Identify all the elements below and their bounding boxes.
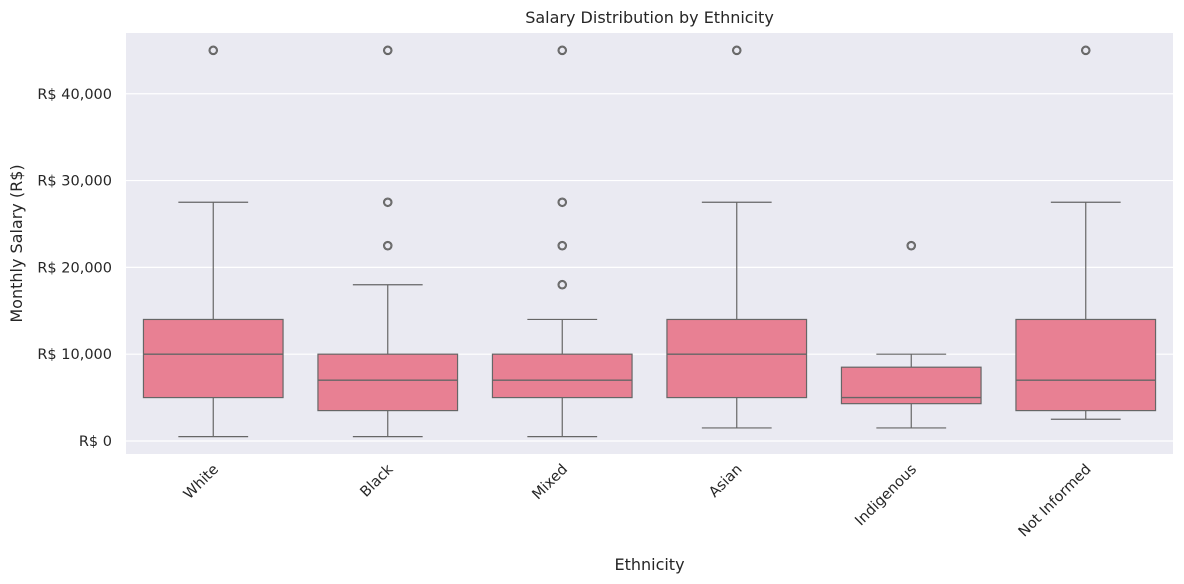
outlier-point (558, 46, 566, 55)
outlier-point (907, 241, 915, 250)
outlier-point (384, 46, 392, 55)
outlier-point (382, 197, 393, 208)
y-tick-label: R$ 0 (79, 434, 112, 450)
boxes (142, 45, 1157, 438)
y-tick-label: R$ 30,000 (37, 174, 112, 190)
iqr-box (491, 353, 633, 399)
outlier-point (382, 45, 393, 56)
box-not-informed (1015, 45, 1157, 420)
x-tick-label: Asian (706, 462, 745, 501)
iqr-box (1015, 318, 1157, 412)
outlier-point (558, 281, 566, 289)
outlier-point (558, 241, 566, 250)
x-tick-label: White (181, 461, 222, 502)
y-tick-label: R$ 40,000 (37, 87, 112, 103)
plot-background (126, 33, 1173, 454)
box-asian (666, 45, 808, 429)
chart-title: Salary Distribution by Ethnicity (525, 8, 774, 27)
y-axis-ticks: R$ 0 R$ 10,000 R$ 20,000 R$ 30,000 R$ 40,000 (37, 87, 112, 450)
outlier-point (558, 198, 566, 206)
iqr-box (142, 318, 284, 399)
iqr-box (666, 318, 808, 399)
outlier-point (382, 240, 393, 251)
box-white (142, 45, 284, 438)
x-tick-label: Not Informed (1016, 462, 1095, 541)
box-mixed (491, 45, 633, 438)
outlier-point (384, 198, 392, 206)
outlier-point (209, 46, 217, 55)
outlier-point (906, 240, 917, 251)
box-black (317, 45, 459, 438)
outlier-point (733, 46, 741, 55)
y-tick-label: R$ 10,000 (37, 347, 112, 363)
outlier-point (557, 240, 568, 251)
x-tick-label: Indigenous (852, 462, 920, 530)
y-axis-label: Monthly Salary (R$) (7, 164, 26, 322)
outlier-point (1082, 46, 1090, 55)
iqr-box (317, 353, 459, 412)
outlier-point (557, 45, 568, 56)
outlier-point (557, 279, 568, 290)
x-tick-label: Black (358, 461, 397, 500)
outlier-point (384, 241, 392, 250)
outlier-point (731, 45, 742, 56)
x-axis-label: Ethnicity (614, 555, 684, 574)
outlier-point (208, 45, 219, 56)
x-axis-ticks: White Black Mixed Asian Indigenous Not Inform… (181, 461, 1095, 540)
outlier-point (1080, 45, 1091, 56)
x-tick-label: Mixed (529, 462, 571, 504)
gridlines (126, 93, 1173, 442)
y-tick-label: R$ 20,000 (37, 260, 112, 276)
box-indigenous (840, 240, 982, 429)
outlier-point (557, 197, 568, 208)
